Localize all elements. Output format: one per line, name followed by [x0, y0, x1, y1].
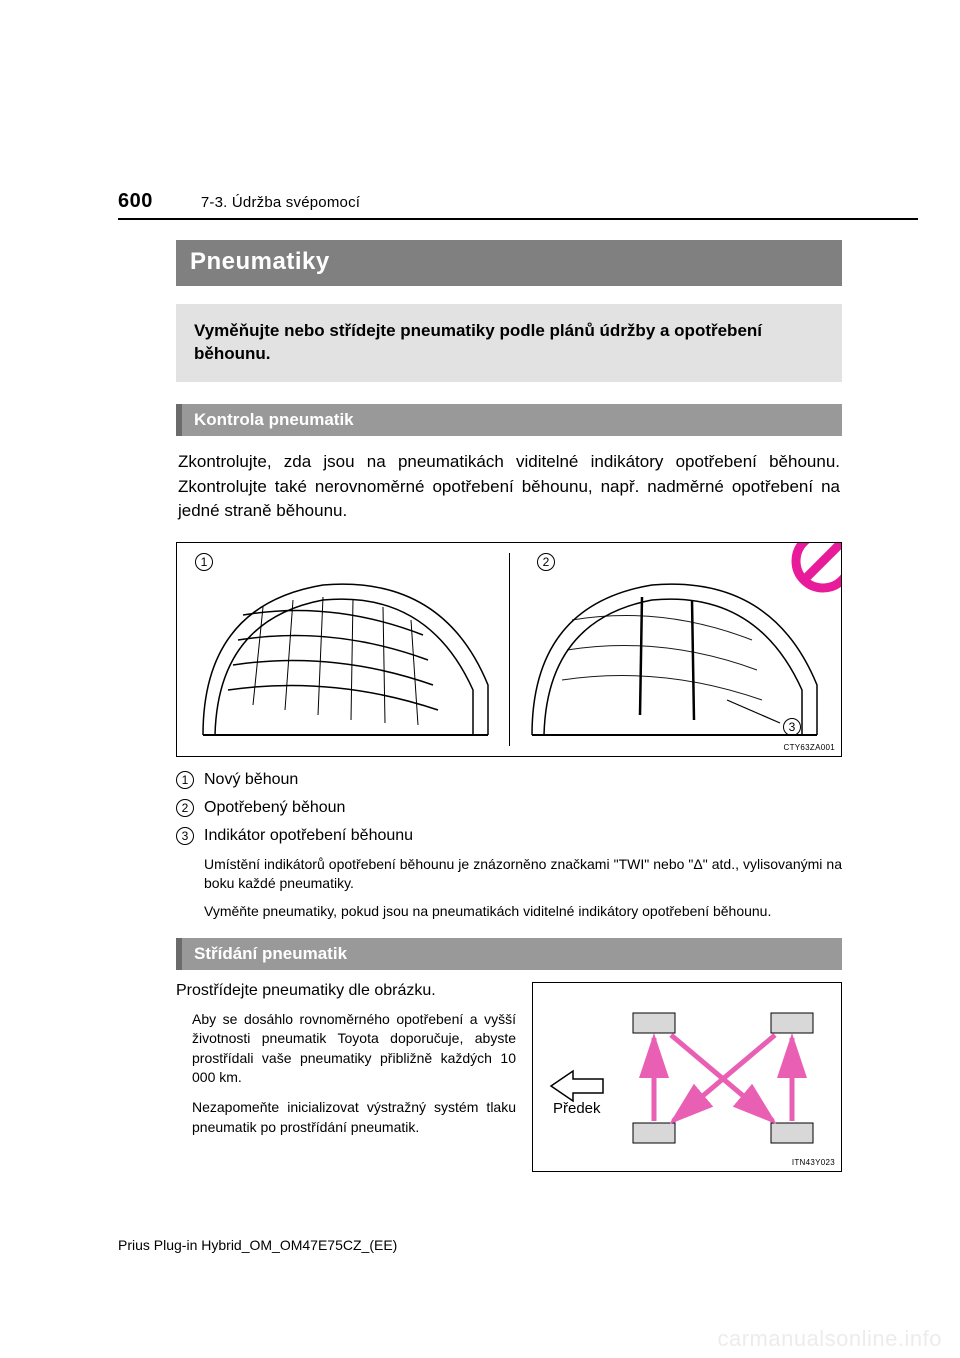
worn-tire-illustration	[522, 565, 827, 750]
heading-check: Kontrola pneumatik	[176, 404, 842, 436]
doc-footer: Prius Plug-in Hybrid_OM_OM47E75CZ_(EE)	[118, 1237, 397, 1253]
list-item: 2 Opotřebený běhoun	[176, 799, 842, 817]
callout-3: 3	[783, 718, 801, 736]
content-column: Pneumatiky Vyměňujte nebo střídejte pneu…	[176, 240, 842, 1172]
page-number: 600	[118, 190, 153, 213]
list-item: 1 Nový běhoun	[176, 771, 842, 789]
rotate-p2: Nezapomeňte inicializovat výstražný syst…	[176, 1098, 516, 1137]
rotate-p1: Aby se dosáhlo rovnoměrného opotřebení a…	[176, 1010, 516, 1088]
check-paragraph: Zkontrolujte, zda jsou na pneumatikách v…	[176, 450, 842, 524]
page-title: Pneumatiky	[176, 240, 842, 286]
callout-list: 1 Nový běhoun 2 Opotřebený běhoun 3 Indi…	[176, 771, 842, 845]
running-header: 600 7-3. Údržba svépomocí	[118, 190, 845, 213]
watermark: carmanualsonline.info	[717, 1326, 942, 1352]
note-twi: Umístění indikátorů opotřebení běhounu j…	[176, 855, 842, 894]
new-tire-illustration	[193, 565, 498, 750]
figure-code-1: CTY63ZA001	[784, 743, 835, 752]
prohibit-icon	[791, 542, 842, 593]
list-text-1: Nový běhoun	[204, 771, 298, 789]
header-rule	[118, 218, 918, 220]
rotate-lead: Prostřídejte pneumatiky dle obrázku.	[176, 982, 516, 1000]
manual-page: 600 7-3. Údržba svépomocí Pneumatiky Vym…	[0, 0, 960, 1358]
section-path: 7-3. Údržba svépomocí	[201, 194, 360, 211]
intro-box: Vyměňujte nebo střídejte pneumatiky podl…	[176, 304, 842, 382]
list-item: 3 Indikátor opotřebení běhounu	[176, 827, 842, 845]
figure-code-2: ITN43Y023	[792, 1158, 835, 1167]
tire-rotation-figure: Předek ITN43Y023	[532, 982, 842, 1172]
rotate-two-col: Prostřídejte pneumatiky dle obrázku. Aby…	[176, 982, 842, 1172]
list-text-3: Indikátor opotřebení běhounu	[204, 827, 413, 845]
rotate-text-column: Prostřídejte pneumatiky dle obrázku. Aby…	[176, 982, 516, 1172]
heading-rotate: Střídání pneumatik	[176, 938, 842, 970]
rotation-diagram	[533, 983, 841, 1171]
front-label: Předek	[553, 1100, 601, 1117]
list-text-2: Opotřebený běhoun	[204, 799, 345, 817]
list-num-1: 1	[176, 771, 194, 789]
note-replace: Vyměňte pneumatiky, pokud jsou na pneuma…	[176, 902, 842, 922]
list-num-2: 2	[176, 799, 194, 817]
tire-wear-figure: 1 2	[176, 542, 842, 757]
figure-divider	[509, 553, 510, 746]
list-num-3: 3	[176, 827, 194, 845]
